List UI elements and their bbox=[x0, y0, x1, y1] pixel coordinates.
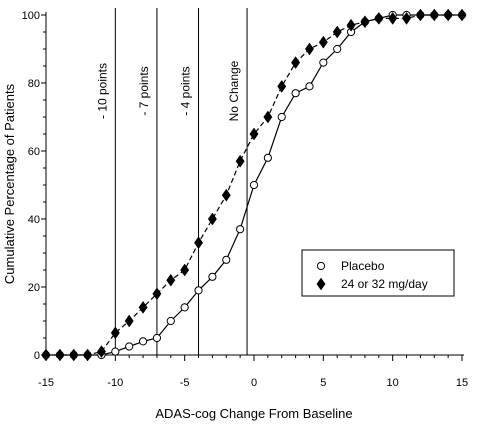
y-axis: 0 20 40 60 80 100 bbox=[22, 10, 46, 362]
x-tick-label: -5 bbox=[180, 377, 190, 389]
data-point bbox=[374, 11, 384, 25]
reference-lines: - 10 points - 7 points - 4 points No Change bbox=[95, 8, 248, 355]
legend-label: Placebo bbox=[341, 259, 385, 273]
series-treatment bbox=[41, 8, 467, 362]
x-tick-label: -15 bbox=[38, 377, 54, 389]
data-point bbox=[318, 35, 328, 49]
x-tick-label: 15 bbox=[456, 377, 468, 389]
data-point bbox=[457, 8, 467, 22]
data-point bbox=[222, 255, 231, 264]
data-point bbox=[55, 348, 65, 362]
y-tick-label: 80 bbox=[28, 78, 40, 90]
reference-line-label: No Change bbox=[227, 60, 241, 121]
data-point bbox=[235, 154, 245, 168]
x-axis: -15 -10 -5 0 5 10 15 bbox=[38, 355, 468, 389]
data-point bbox=[291, 56, 301, 70]
data-point bbox=[277, 79, 287, 93]
y-tick-label: 20 bbox=[28, 282, 40, 294]
data-point bbox=[138, 300, 148, 314]
data-point bbox=[180, 263, 190, 277]
data-point bbox=[236, 225, 245, 234]
data-point bbox=[124, 314, 134, 328]
reference-line-label: - 10 points bbox=[95, 63, 109, 119]
data-point bbox=[194, 286, 203, 295]
data-point bbox=[305, 82, 314, 91]
data-point bbox=[110, 326, 120, 340]
x-axis-title: ADAS-cog Change From Baseline bbox=[155, 406, 352, 421]
x-tick-label: 10 bbox=[387, 377, 399, 389]
data-point bbox=[249, 180, 259, 190]
data-point bbox=[443, 8, 453, 22]
data-point bbox=[138, 337, 148, 346]
series-layer bbox=[41, 8, 467, 362]
data-point bbox=[166, 316, 175, 326]
data-point bbox=[316, 277, 326, 291]
x-tick-label: 5 bbox=[320, 377, 326, 389]
x-tick-label: -10 bbox=[107, 377, 123, 389]
legend-box bbox=[301, 249, 455, 297]
data-point bbox=[249, 127, 259, 141]
data-point bbox=[415, 8, 425, 22]
reference-line-label: - 4 points bbox=[179, 66, 193, 115]
data-point bbox=[263, 153, 272, 162]
data-point bbox=[277, 112, 286, 122]
data-point bbox=[208, 272, 217, 281]
data-point bbox=[69, 348, 79, 362]
y-axis-title: Cumulative Percentage of Patients bbox=[2, 83, 17, 284]
data-point bbox=[402, 11, 412, 25]
data-point bbox=[304, 42, 314, 56]
y-tick-label: 0 bbox=[34, 350, 40, 362]
data-point bbox=[263, 110, 273, 124]
data-point bbox=[83, 348, 93, 362]
data-point bbox=[333, 44, 342, 54]
data-point bbox=[319, 58, 328, 67]
y-tick-label: 100 bbox=[22, 10, 40, 22]
data-point bbox=[221, 188, 231, 202]
data-point bbox=[111, 347, 120, 356]
reference-line-label: - 7 points bbox=[137, 66, 151, 115]
data-point bbox=[316, 261, 326, 271]
data-point bbox=[346, 18, 356, 32]
data-point bbox=[152, 287, 162, 301]
x-tick-label: 0 bbox=[251, 377, 257, 389]
legend: Placebo 24 or 32 mg/day bbox=[301, 249, 455, 297]
data-point bbox=[125, 342, 134, 351]
data-point bbox=[429, 8, 439, 22]
data-point bbox=[180, 303, 189, 312]
y-tick-label: 60 bbox=[28, 146, 40, 158]
data-point bbox=[360, 15, 370, 29]
data-point bbox=[207, 212, 217, 226]
data-point bbox=[388, 11, 398, 25]
data-point bbox=[194, 236, 204, 250]
legend-label: 24 or 32 mg/day bbox=[341, 277, 428, 291]
data-point bbox=[41, 348, 51, 362]
y-tick-label: 40 bbox=[28, 214, 40, 226]
data-point bbox=[96, 345, 106, 359]
data-point bbox=[152, 333, 162, 343]
data-point bbox=[166, 273, 176, 287]
data-point bbox=[291, 89, 300, 98]
data-point bbox=[332, 25, 342, 39]
